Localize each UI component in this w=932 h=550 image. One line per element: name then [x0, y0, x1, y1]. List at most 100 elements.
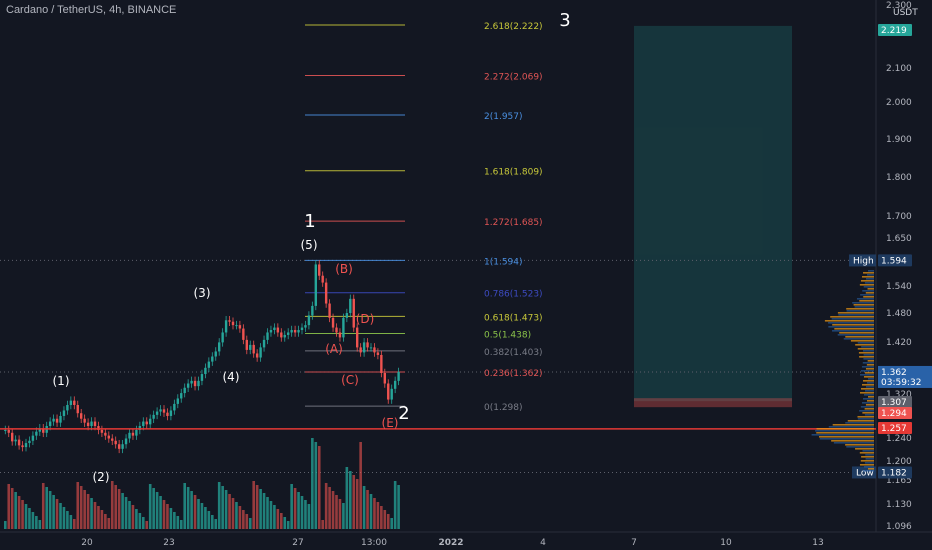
time-tick-label: 4 — [540, 538, 546, 548]
candle-body — [176, 398, 179, 404]
volume-profile-bar — [831, 318, 874, 320]
price-tick-label: 1.420 — [886, 338, 912, 348]
volume-bar — [110, 481, 114, 529]
candle-body — [224, 320, 228, 333]
volume-profile-bar — [865, 292, 874, 294]
candle-body — [380, 354, 383, 373]
volume-bar — [269, 501, 273, 529]
candle-body — [200, 374, 204, 381]
price-tick-label: 1.650 — [886, 234, 912, 244]
candle-body — [121, 444, 124, 449]
volume-bar — [207, 511, 211, 529]
volume-bar — [48, 491, 52, 529]
volume-bar — [79, 486, 83, 529]
volume-profile-bar — [867, 270, 874, 272]
time-tick-label: 20 — [81, 538, 93, 548]
candle-body — [48, 421, 52, 427]
volume-bar — [393, 481, 397, 529]
time-tick-label: 13:00 — [361, 538, 387, 548]
volume-profile-bar — [864, 372, 874, 374]
candle-body — [62, 410, 66, 416]
volume-profile-bar — [865, 278, 874, 280]
candle-body — [21, 445, 24, 448]
candle-body — [387, 383, 390, 400]
volume-profile-bar — [867, 378, 874, 380]
candle-body — [162, 409, 166, 413]
volume-profile-bar — [858, 352, 874, 354]
volume-profile-bar — [855, 344, 874, 346]
volume-profile-bar — [866, 382, 874, 384]
volume-bar — [83, 490, 86, 529]
volume-profile-bar — [862, 380, 874, 382]
candle-body — [80, 413, 83, 419]
time-tick-label: 27 — [292, 538, 303, 548]
volume-profile-bar — [846, 446, 874, 448]
candle-body — [114, 440, 117, 445]
candle-body — [197, 380, 200, 387]
volume-bar — [228, 494, 231, 529]
volume-bar — [100, 510, 104, 529]
currency-label: USDT — [893, 8, 918, 18]
low-badge: 1.182 — [881, 468, 907, 478]
time-tick-label: 7 — [631, 538, 637, 548]
low-badge-bg — [878, 466, 912, 479]
candle-body — [338, 332, 342, 338]
volume-profile-bar — [846, 310, 874, 312]
volume-profile-bar — [819, 438, 874, 440]
fib-label: 2(1.957) — [484, 112, 523, 122]
volume-profile-bar — [832, 424, 874, 426]
wave-label-w4: (4) — [223, 370, 240, 384]
candle-body — [186, 383, 190, 388]
price-tick-label: 2.300 — [886, 1, 912, 11]
volume-bar — [93, 502, 97, 529]
volume-bar — [390, 518, 393, 529]
volume-bar — [290, 484, 293, 529]
candle-body — [342, 317, 345, 338]
volume-profile-bar — [861, 402, 874, 404]
price-tick-label: 1.540 — [886, 282, 912, 292]
volume-profile-bar — [862, 412, 874, 414]
candle-body — [314, 264, 317, 306]
volume-profile-bar — [867, 396, 874, 398]
candle-body — [183, 387, 186, 394]
badge-1294: 1.294 — [881, 409, 907, 419]
support-badge: 1.257 — [881, 424, 907, 434]
price-tick-label: 1.320 — [886, 390, 912, 400]
volume-bar — [21, 500, 24, 529]
volume-bar — [324, 483, 328, 529]
volume-profile-bar — [860, 388, 874, 390]
candle-body — [155, 411, 159, 415]
volume-bar — [166, 504, 169, 529]
volume-profile-bar — [862, 398, 874, 400]
wave-label-E: (E) — [382, 416, 399, 430]
volume-bar — [373, 498, 376, 529]
candle-body — [259, 347, 262, 358]
volume-bar — [173, 512, 176, 529]
volume-profile-bar — [833, 442, 874, 444]
wave-label-C: (C) — [341, 373, 359, 387]
volume-bar — [128, 501, 131, 529]
fib-label: 2.272(2.069) — [484, 73, 543, 83]
volume-profile-bar — [837, 312, 874, 314]
volume-bar — [214, 519, 218, 529]
candle-body — [38, 428, 41, 432]
target-badge: 2.219 — [881, 26, 907, 36]
volume-profile-bar — [863, 394, 874, 396]
volume-profile-bar — [859, 374, 874, 376]
candle-body — [193, 380, 197, 387]
volume-profile-bar — [832, 324, 874, 326]
candle-body — [86, 422, 90, 427]
candle-body — [324, 282, 328, 304]
candle-body — [11, 432, 14, 442]
fib-label: 0.382(1.403) — [484, 348, 543, 358]
candle-body — [311, 305, 314, 316]
volume-bar — [169, 508, 173, 529]
volume-bar — [311, 438, 314, 529]
candle-body — [100, 429, 104, 433]
volume-bar — [380, 506, 383, 529]
volume-profile-bar — [866, 400, 874, 402]
volume-bar — [280, 513, 283, 529]
volume-bar — [138, 513, 142, 529]
candle-body — [345, 313, 349, 318]
